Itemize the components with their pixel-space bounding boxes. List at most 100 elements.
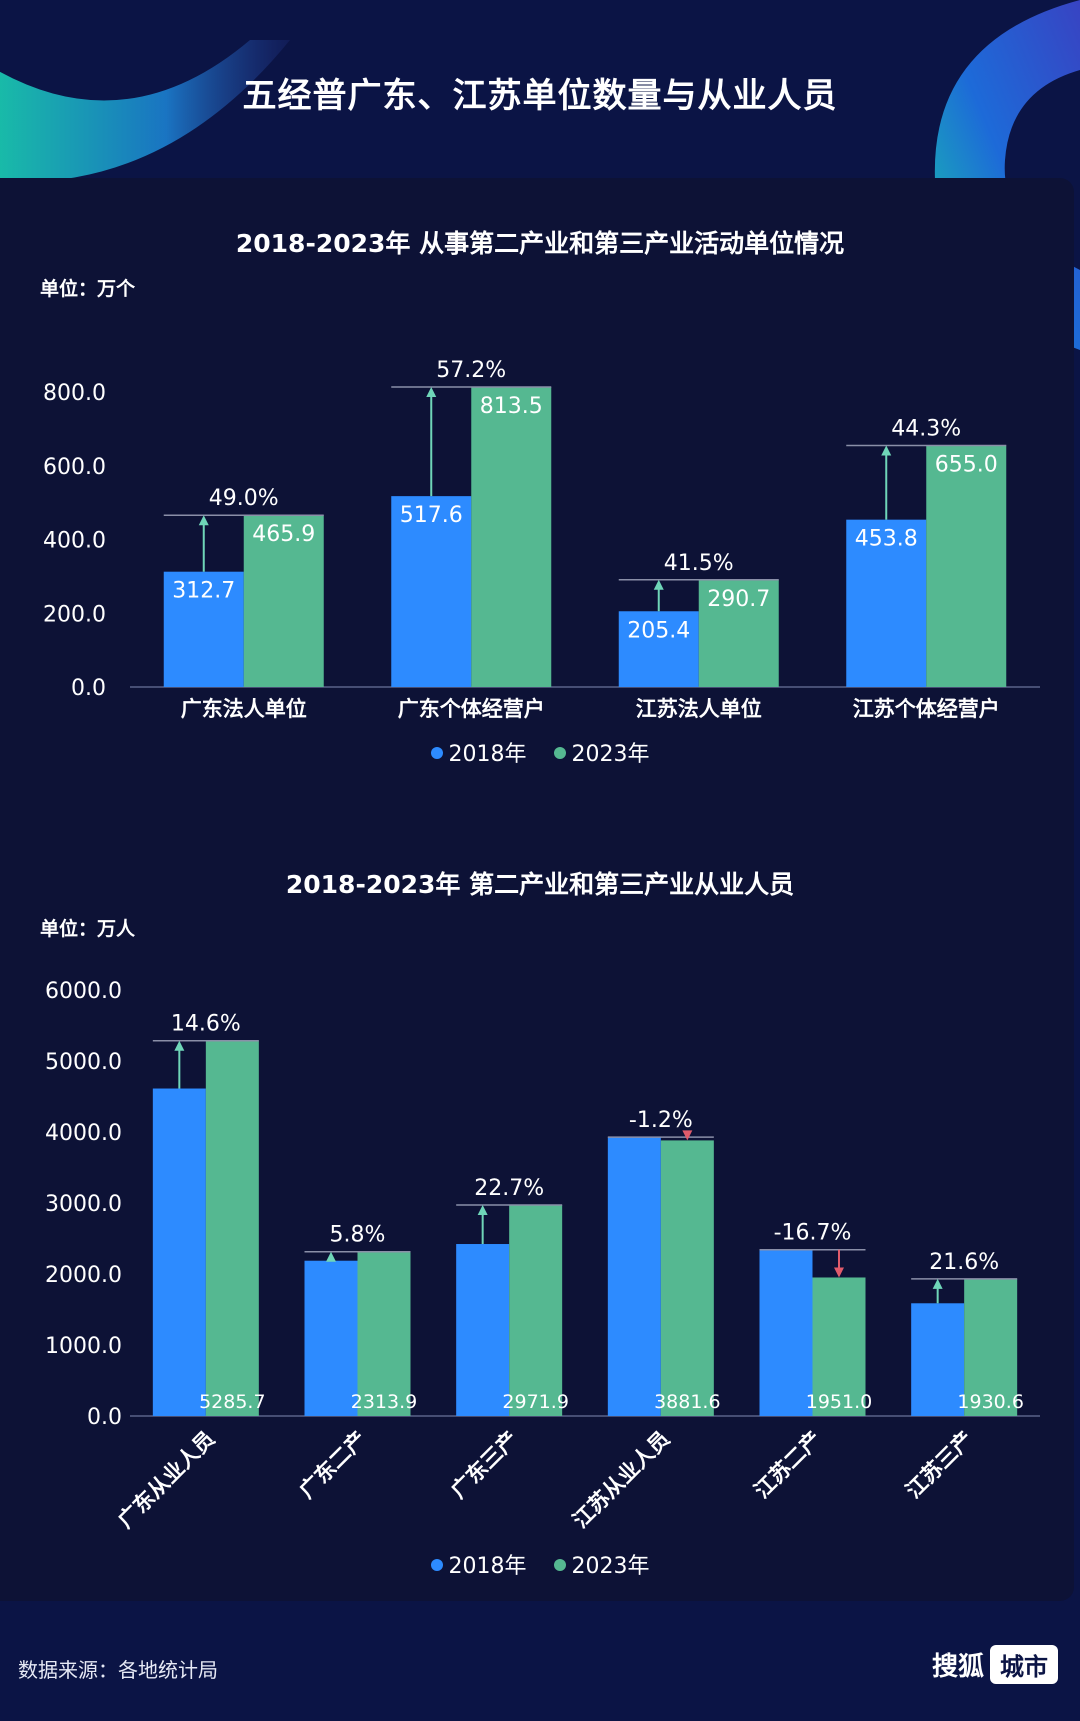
bar-2018 [911, 1303, 965, 1416]
data-label-2023: 655.0 [935, 452, 998, 477]
change-percent-label: 44.3% [891, 416, 961, 441]
bar-2018 [163, 571, 244, 687]
change-arrow-head [881, 445, 892, 456]
bar-2018 [846, 519, 927, 687]
bar-2023 [357, 1251, 411, 1416]
chart1-title: 2018-2023年 从事第二产业和第三产业活动单位情况 [235, 229, 845, 258]
bar-2023 [471, 387, 552, 687]
change-percent-label: -16.7% [774, 1221, 852, 1246]
y-tick-label: 0.0 [71, 676, 106, 701]
change-arrow-head [932, 1278, 943, 1289]
change-percent-label: 41.5% [664, 551, 734, 576]
y-tick-label: 200.0 [43, 602, 106, 627]
y-tick-label: 5000.0 [45, 1050, 122, 1075]
change-arrow-head [682, 1130, 693, 1141]
change-arrow-head [174, 1040, 185, 1051]
bar-2023 [812, 1277, 866, 1416]
brand-logo: 搜狐 城市 [932, 1645, 1058, 1684]
y-tick-label: 0.0 [87, 1405, 122, 1430]
bar-2023 [243, 515, 324, 687]
y-tick-label: 1000.0 [45, 1334, 122, 1359]
data-label-2023: 2313.9 [351, 1391, 417, 1413]
data-label-2023: 290.7 [707, 587, 770, 612]
change-arrow-head [653, 579, 664, 590]
chart2-title: 2018-2023年 第二产业和第三产业从业人员 [285, 870, 795, 899]
legend-item-2023: 2023年 [553, 736, 650, 768]
x-category-label: 广东从业人员 [113, 1427, 219, 1533]
bar-2023 [660, 1140, 714, 1416]
legend-dot-2023 [553, 1559, 566, 1571]
x-category-label: 江苏三产 [901, 1427, 977, 1503]
x-category-label: 广东法人单位 [181, 697, 307, 720]
x-category-label: 广东二产 [295, 1427, 371, 1503]
bar-2018 [618, 611, 699, 687]
bar-2018 [456, 1244, 510, 1416]
bar-2023 [205, 1040, 259, 1416]
data-label-2018: 517.6 [400, 503, 463, 528]
bar-2018 [152, 1088, 206, 1416]
bar-2023 [698, 579, 779, 687]
change-percent-label: 22.7% [474, 1176, 544, 1201]
change-percent-label: 57.2% [436, 358, 506, 383]
change-arrow-head [198, 515, 209, 526]
chart1-unit: 单位：万个 [40, 278, 136, 300]
data-label-2018: 453.8 [855, 527, 918, 552]
data-label-2018: 312.7 [172, 579, 235, 604]
legend-label-2023: 2023年 [571, 1554, 650, 1579]
y-tick-label: 600.0 [43, 455, 106, 480]
x-category-label: 江苏个体经营户 [853, 697, 1000, 720]
y-tick-label: 4000.0 [45, 1121, 122, 1146]
change-percent-label: 5.8% [330, 1223, 386, 1248]
bar-2023 [964, 1278, 1018, 1416]
x-category-label: 广东三产 [446, 1427, 522, 1503]
change-arrow-head [477, 1204, 488, 1215]
legend-label-2023: 2023年 [571, 742, 650, 767]
y-tick-label: 800.0 [43, 381, 106, 406]
change-percent-label: 49.0% [209, 486, 279, 511]
bar-2023 [509, 1204, 563, 1416]
change-percent-label: 21.6% [929, 1250, 999, 1275]
bar-2018 [391, 496, 472, 687]
x-category-label: 广东个体经营户 [398, 697, 545, 720]
data-label-2023: 465.9 [252, 522, 315, 547]
chart1-svg: 0.0 200.0 400.0 600.0 800.0 49.0% 312.7 465.9 广东… [43, 358, 1040, 720]
chart2-svg: 0.0 1000.0 2000.0 3000.0 4000.0 5000.0 6000.0 1… [45, 979, 1040, 1533]
y-tick-label: 2000.0 [45, 1263, 122, 1288]
legend-dot-2018 [430, 747, 443, 759]
legend-label-2018: 2018年 [448, 1554, 527, 1579]
brand-name: 搜狐 [931, 1652, 984, 1682]
x-category-label: 江苏二产 [750, 1427, 826, 1503]
bar-2018 [759, 1249, 813, 1416]
change-arrow-head [426, 387, 437, 398]
data-label-2018: 205.4 [627, 618, 690, 643]
legend-dot-2018 [430, 1559, 443, 1571]
data-label-2023: 5285.7 [199, 1391, 265, 1413]
change-arrow-head [834, 1267, 844, 1278]
bar-2023 [926, 445, 1007, 687]
bar-2018 [304, 1260, 358, 1416]
y-tick-label: 3000.0 [45, 1192, 122, 1217]
legend-item-2018: 2018年 [430, 736, 527, 768]
data-label-2023: 1951.0 [806, 1391, 872, 1413]
data-source: 数据来源：各地统计局 [18, 1658, 218, 1682]
x-category-label: 江苏从业人员 [568, 1427, 674, 1533]
brand-badge: 城市 [990, 1645, 1058, 1684]
y-tick-label: 6000.0 [45, 979, 122, 1004]
y-tick-label: 400.0 [43, 529, 106, 554]
change-arrow-head [326, 1251, 336, 1262]
x-category-label: 江苏法人单位 [636, 697, 762, 720]
data-label-2023: 813.5 [480, 394, 543, 419]
legend-item-2023: 2023年 [553, 1548, 650, 1580]
legend-dot-2023 [553, 747, 566, 759]
chart2-unit: 单位：万人 [40, 918, 136, 940]
chart2-legend: 2018年 2023年 [0, 1548, 1080, 1580]
data-label-2023: 2971.9 [502, 1391, 568, 1413]
left-arc-decoration [0, 40, 290, 183]
data-label-2023: 1930.6 [957, 1391, 1023, 1413]
chart1-legend: 2018年 2023年 [0, 736, 1080, 768]
change-percent-label: -1.2% [629, 1108, 693, 1133]
legend-item-2018: 2018年 [430, 1548, 527, 1580]
data-label-2023: 3881.6 [654, 1391, 720, 1413]
change-percent-label: 14.6% [171, 1012, 241, 1037]
legend-label-2018: 2018年 [448, 742, 527, 767]
